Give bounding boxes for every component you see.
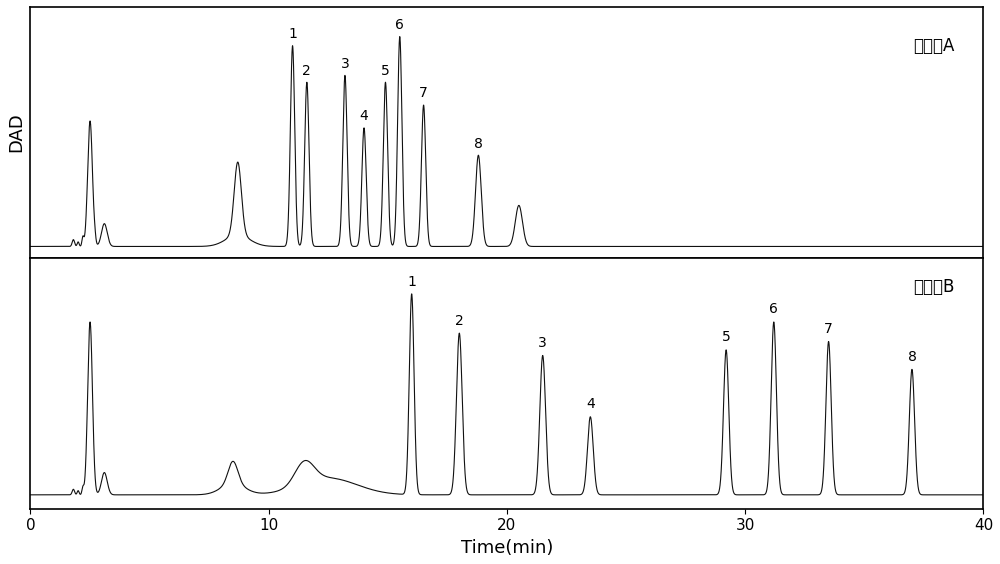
Text: 色谱柱B: 色谱柱B — [913, 278, 955, 296]
X-axis label: Time(min): Time(min) — [461, 539, 553, 557]
Text: 4: 4 — [360, 109, 368, 124]
Text: 6: 6 — [769, 302, 778, 316]
Text: 1: 1 — [407, 275, 416, 289]
Text: 2: 2 — [455, 314, 464, 328]
Text: 3: 3 — [538, 336, 547, 350]
Text: 5: 5 — [722, 331, 731, 344]
Text: 1: 1 — [288, 27, 297, 41]
Text: 8: 8 — [474, 136, 483, 151]
Text: 8: 8 — [908, 350, 916, 364]
Text: 2: 2 — [302, 64, 311, 78]
Text: 7: 7 — [824, 322, 833, 336]
Text: 7: 7 — [419, 86, 428, 100]
Text: 5: 5 — [381, 64, 390, 78]
Text: 6: 6 — [395, 18, 404, 32]
Text: 色谱柱A: 色谱柱A — [913, 37, 955, 55]
Text: 4: 4 — [586, 397, 595, 411]
Text: 3: 3 — [341, 57, 349, 71]
Y-axis label: DAD: DAD — [7, 113, 25, 152]
